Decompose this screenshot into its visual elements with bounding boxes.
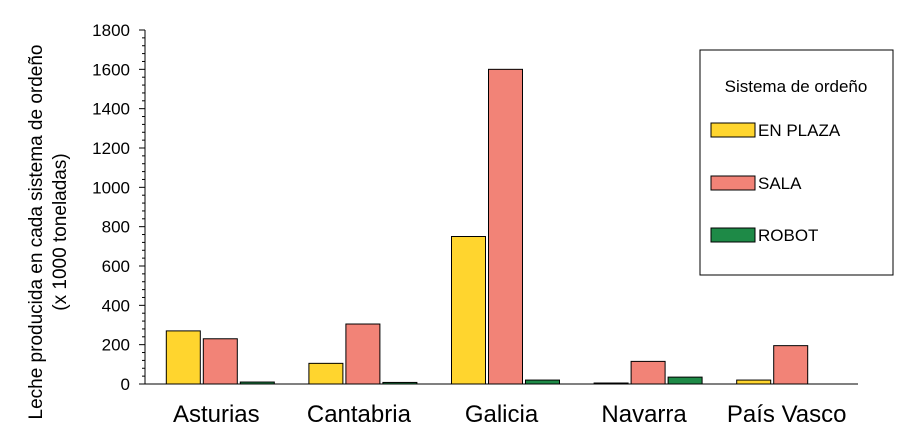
legend-swatch (710, 175, 756, 191)
bar (488, 68, 523, 385)
bar (308, 362, 344, 385)
y-tick-label: 1400 (92, 100, 130, 119)
legend-swatch (710, 122, 756, 138)
legend: Sistema de ordeño EN PLAZA SALA ROBOT (699, 49, 894, 276)
y-tick-label: 400 (102, 296, 130, 315)
bar (773, 345, 809, 385)
y-tick-label: 600 (102, 257, 130, 276)
legend-label: ROBOT (758, 226, 818, 245)
bar (165, 330, 201, 385)
y-tick-label: 1000 (92, 178, 130, 197)
y-tick-label: 1200 (92, 139, 130, 158)
y-tick-label: 800 (102, 218, 130, 237)
y-axis-title-line-2: (x 1000 toneladas) (50, 153, 71, 310)
x-category-label: Cantabria (307, 401, 412, 428)
y-tick-label: 0 (121, 375, 130, 394)
y-axis-title-line-1: Leche producida en cada sistema de ordeñ… (26, 45, 47, 420)
y-tick-label: 200 (102, 336, 130, 355)
legend-title: Sistema de ordeño (725, 77, 868, 96)
legend-swatch (710, 227, 756, 243)
x-category-label: País Vasco (727, 401, 847, 428)
bar (593, 382, 629, 385)
bar (202, 338, 238, 385)
bar (736, 379, 772, 385)
bar (451, 236, 486, 385)
bar (525, 379, 560, 385)
bar (667, 376, 703, 385)
legend-label: SALA (758, 174, 802, 193)
x-category-label: Asturias (173, 401, 260, 428)
y-axis-title: Leche producida en cada sistema de ordeñ… (26, 45, 71, 420)
bar (345, 323, 381, 385)
x-category-label: Navarra (601, 401, 687, 428)
bar (382, 381, 418, 385)
bar (239, 381, 275, 385)
legend-label: EN PLAZA (758, 121, 841, 140)
y-tick-label: 1600 (92, 60, 130, 79)
x-category-label: Galicia (465, 401, 539, 428)
y-tick-label: 1800 (92, 21, 130, 40)
bar (630, 360, 666, 385)
plot-area: 0 200 400 600 800 1000 1200 1400 1600 1800 Asturia… (92, 21, 858, 428)
